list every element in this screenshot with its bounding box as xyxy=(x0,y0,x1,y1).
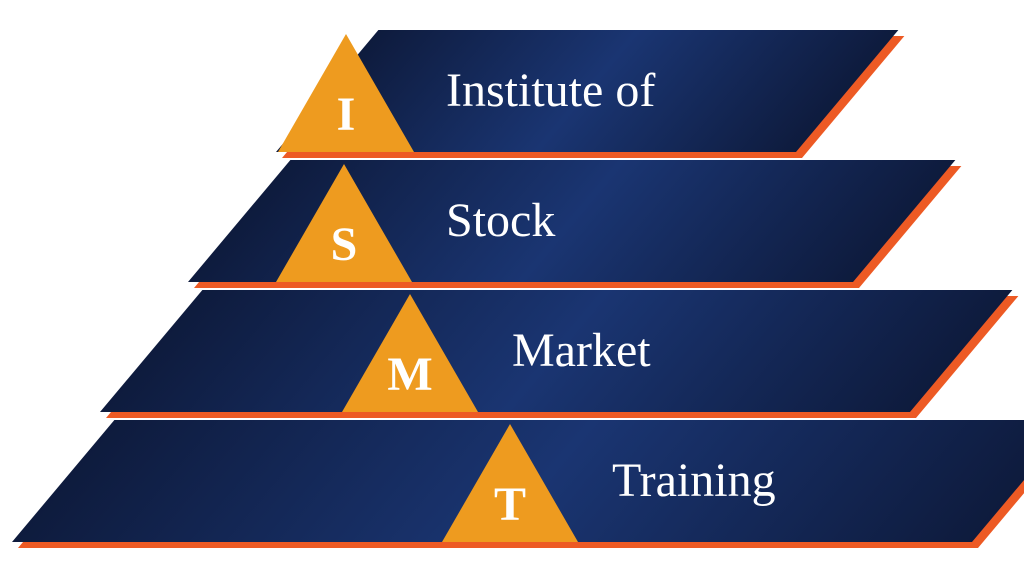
row-letter: M xyxy=(386,347,434,402)
pyramid-row-0: I Institute of xyxy=(0,30,1024,152)
pyramid-diagram: I Institute of S Stock M Market T Training xyxy=(0,0,1024,577)
row-letter: I xyxy=(322,87,370,142)
row-word: Market xyxy=(512,323,651,378)
pyramid-row-2: M Market xyxy=(0,290,1024,412)
row-word: Training xyxy=(612,453,776,508)
row-letter: S xyxy=(320,217,368,272)
pyramid-row-1: S Stock xyxy=(0,160,1024,282)
row-word: Stock xyxy=(446,193,555,248)
pyramid-row-3: T Training xyxy=(0,420,1024,542)
row-word: Institute of xyxy=(446,63,655,118)
row-letter: T xyxy=(486,477,534,532)
